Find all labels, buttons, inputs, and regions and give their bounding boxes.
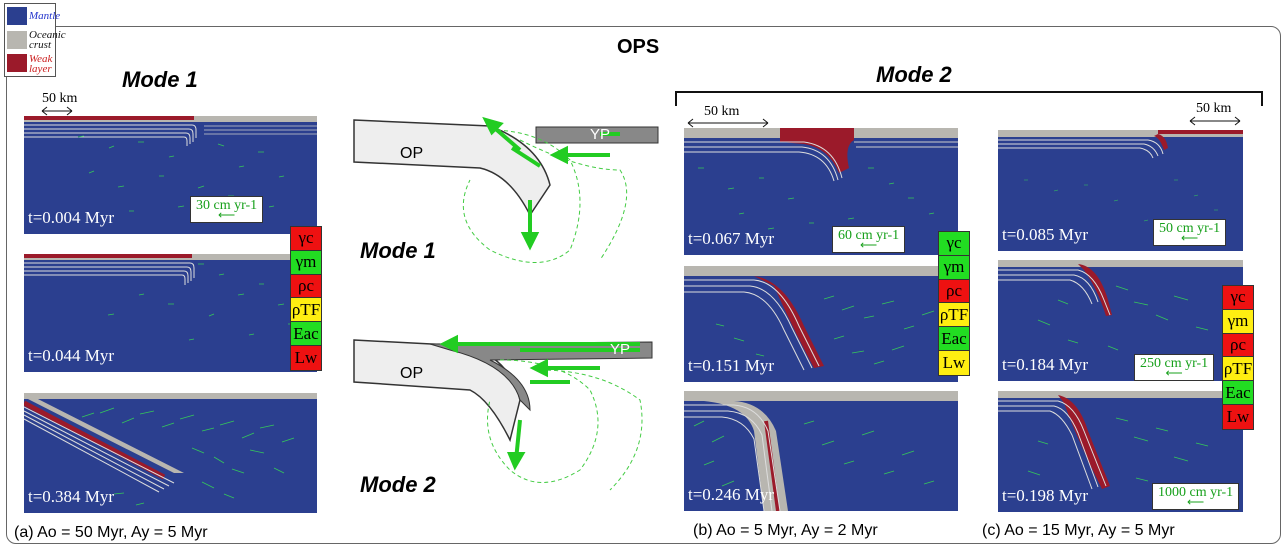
velocity-scale-b-text: 60 cm yr-1 bbox=[838, 228, 900, 243]
scale-label-c: 50 km bbox=[1196, 101, 1232, 116]
time-label-c3: t=0.198 Myr bbox=[1002, 486, 1089, 505]
param-b-ea-c: Eac bbox=[939, 327, 969, 351]
scale-arrow-a bbox=[41, 106, 73, 116]
scale-arrow-b bbox=[687, 118, 769, 128]
param-a-gamma-m: γm bbox=[291, 250, 321, 275]
mode1-center-label: Mode 1 bbox=[360, 238, 436, 263]
panel-a1: t=0.004 Myr 30 cm yr-1 ⟵ bbox=[24, 116, 317, 234]
legend-swatch-mantle bbox=[7, 7, 27, 25]
legend-swatch-crust bbox=[7, 31, 27, 49]
time-label-c1: t=0.085 Myr bbox=[1002, 225, 1089, 244]
time-label-b1: t=0.067 Myr bbox=[688, 229, 775, 248]
velocity-arrow-icon: ⟵ bbox=[217, 208, 236, 222]
param-column-c: γc γm ρc ρTF Eac Lw bbox=[1222, 285, 1254, 430]
velocity-scale-c3: 1000 cm yr-1 ⟵ bbox=[1152, 483, 1240, 510]
param-c-gamma-m: γm bbox=[1223, 309, 1253, 334]
plate-label-yp-1: YP bbox=[590, 126, 611, 143]
param-b-rho-tf: ρTF bbox=[939, 303, 969, 328]
param-c-gamma-c: γc bbox=[1223, 286, 1253, 310]
param-c-ea-c: Eac bbox=[1223, 381, 1253, 405]
panel-b1: t=0.067 Myr bbox=[684, 128, 958, 255]
velocity-scale-c2: 250 cm yr-1 ⟵ bbox=[1134, 354, 1215, 381]
param-b-lw: Lw bbox=[939, 350, 969, 375]
param-c-lw: Lw bbox=[1223, 404, 1253, 429]
caption-c: (c) Ao = 15 Myr, Ay = 5 Myr bbox=[982, 522, 1175, 539]
time-label-a3: t=0.384 Myr bbox=[28, 487, 115, 506]
mode2-bracket bbox=[675, 91, 1263, 106]
mode1-heading: Mode 1 bbox=[122, 67, 198, 92]
param-column-a: γc γm ρc ρTF Eac Lw bbox=[290, 226, 322, 371]
param-a-lw: Lw bbox=[291, 345, 321, 370]
mode2-heading: Mode 2 bbox=[876, 62, 952, 87]
velocity-arrow-icon: ⟵ bbox=[1180, 231, 1199, 245]
mode2-center-label: Mode 2 bbox=[360, 472, 436, 497]
figure-title: OPS bbox=[617, 36, 660, 58]
param-b-gamma-c: γc bbox=[939, 232, 969, 256]
legend-label-mantle: Mantle bbox=[29, 10, 61, 22]
velocity-scale-c1: 50 cm yr-1 ⟵ bbox=[1153, 219, 1227, 246]
velocity-scale-a-text: 30 cm yr-1 bbox=[196, 198, 258, 213]
velocity-arrow-icon: ⟵ bbox=[859, 238, 878, 252]
scale-arrow-c bbox=[1189, 116, 1241, 126]
param-a-ea-c: Eac bbox=[291, 322, 321, 346]
panel-b3: t=0.246 Myr bbox=[684, 391, 958, 511]
scale-label-a: 50 km bbox=[42, 91, 78, 106]
panel-a3: t=0.384 Myr bbox=[24, 393, 317, 513]
caption-a: (a) Ao = 50 Myr, Ay = 5 Myr bbox=[14, 524, 208, 541]
param-a-rho-tf: ρTF bbox=[291, 298, 321, 323]
velocity-arrow-icon: ⟵ bbox=[1165, 366, 1183, 380]
param-b-rho-c: ρc bbox=[939, 279, 969, 304]
param-c-rho-c: ρc bbox=[1223, 333, 1253, 358]
param-a-gamma-c: γc bbox=[291, 227, 321, 251]
velocity-scale-c2-text: 250 cm yr-1 bbox=[1140, 356, 1209, 371]
velocity-arrow-icon: ⟵ bbox=[1186, 495, 1205, 509]
figure-frame bbox=[6, 26, 1281, 544]
param-column-b: γc γm ρc ρTF Eac Lw bbox=[938, 231, 970, 376]
legend-label-crust: Oceanic crust bbox=[29, 29, 66, 51]
legend-label-weak-layer: Weak layer bbox=[29, 53, 53, 75]
time-label-c2: t=0.184 Myr bbox=[1002, 355, 1089, 374]
time-label-b3: t=0.246 Myr bbox=[688, 485, 775, 504]
time-label-a1: t=0.004 Myr bbox=[28, 208, 115, 227]
param-b-gamma-m: γm bbox=[939, 255, 969, 280]
time-label-a2: t=0.044 Myr bbox=[28, 346, 115, 365]
velocity-scale-b: 60 cm yr-1 ⟵ bbox=[832, 226, 906, 253]
panel-a2: t=0.044 Myr bbox=[24, 254, 317, 372]
plate-label-op-2: OP bbox=[400, 365, 424, 382]
legend-swatch-weak-layer bbox=[7, 54, 27, 72]
param-c-rho-tf: ρTF bbox=[1223, 357, 1253, 382]
plate-label-yp-2: YP bbox=[610, 341, 631, 358]
mode1-schematic bbox=[353, 116, 659, 263]
mode2-schematic bbox=[353, 334, 653, 491]
scale-label-b: 50 km bbox=[704, 104, 740, 119]
velocity-scale-c1-text: 50 cm yr-1 bbox=[1159, 221, 1221, 236]
caption-b: (b) Ao = 5 Myr, Ay = 2 Myr bbox=[693, 522, 878, 539]
param-a-rho-c: ρc bbox=[291, 274, 321, 299]
velocity-scale-a: 30 cm yr-1 ⟵ bbox=[190, 196, 264, 223]
time-label-b2: t=0.151 Myr bbox=[688, 356, 775, 375]
velocity-scale-c3-text: 1000 cm yr-1 bbox=[1158, 485, 1234, 500]
panel-b2: t=0.151 Myr bbox=[684, 266, 958, 382]
plate-label-op-1: OP bbox=[400, 145, 424, 162]
material-legend: Mantle Oceanic crust Weak layer bbox=[4, 3, 66, 77]
